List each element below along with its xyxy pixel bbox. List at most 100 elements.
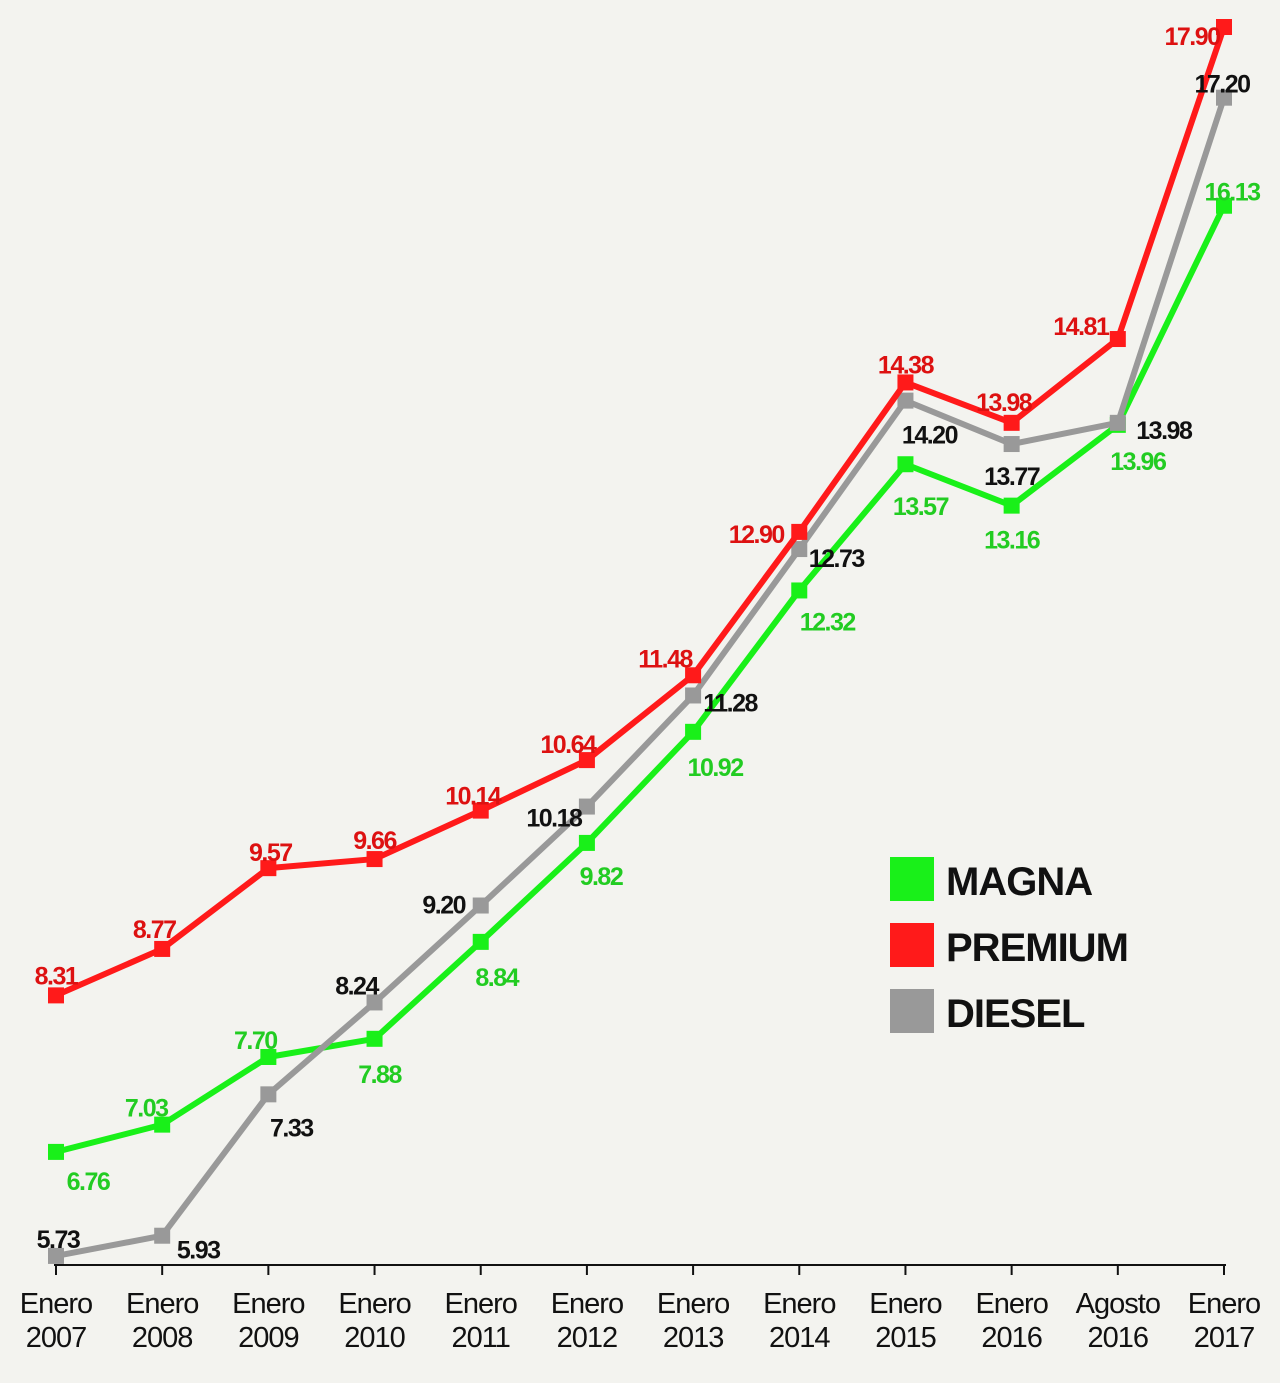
magna-point [1216, 197, 1232, 214]
magna-data-label: 7.03 [125, 1095, 168, 1123]
magna-data-label: 12.32 [800, 608, 856, 636]
premium-point [366, 851, 383, 868]
magna-data-label: 7.70 [234, 1027, 277, 1055]
x-tick-label: 2016 [981, 1322, 1042, 1354]
premium-data-label: 9.57 [249, 839, 292, 867]
diesel-point [472, 897, 489, 914]
premium-data-label: 13.98 [976, 389, 1033, 417]
diesel-point [1216, 89, 1232, 106]
diesel-data-label: 12.73 [809, 545, 865, 573]
premium-point [154, 940, 171, 957]
diesel-data-label: 13.77 [984, 463, 1040, 491]
premium-data-label: 11.48 [638, 645, 693, 673]
data-labels: 6.76 7.03 7.70 7.88 8.84 9.82 10.92 12.32 13.57 1… [35, 23, 1262, 1265]
diesel-data-label: 10.18 [526, 805, 583, 833]
x-tick-label: Enero [1188, 1288, 1260, 1320]
premium-data-label: 10.14 [445, 783, 502, 811]
x-tick-label: Enero [232, 1288, 304, 1320]
x-tick-label: Enero [126, 1288, 198, 1320]
premium-data-label: 8.77 [133, 916, 176, 944]
premium-data-label: 17.90 [1164, 23, 1220, 51]
magna-data-label: 13.16 [984, 527, 1040, 555]
x-tick-label: 2016 [1088, 1322, 1149, 1354]
magna-point [260, 1048, 277, 1065]
premium-point [1216, 19, 1232, 35]
magna-data-label: 6.76 [67, 1168, 110, 1196]
premium-point [791, 523, 808, 540]
x-tick-label: Enero [445, 1288, 517, 1320]
diesel-data-label: 11.28 [703, 689, 758, 717]
diesel-line [55, 96, 1227, 1259]
x-tick-label: 2007 [26, 1322, 87, 1354]
x-tick-label: 2010 [344, 1322, 405, 1354]
diesel-point [1109, 414, 1126, 431]
diesel-point [791, 541, 808, 558]
premium-point [48, 987, 64, 1004]
x-tick-label: Enero [869, 1288, 941, 1320]
diesel-data-label: 14.20 [902, 422, 958, 450]
premium-data-label: 9.66 [353, 827, 396, 855]
magna-point [685, 723, 702, 740]
legend-swatch-diesel [890, 989, 934, 1033]
diesel-data-label: 5.73 [37, 1226, 80, 1254]
x-tick-label: 2017 [1194, 1322, 1255, 1354]
premium-point [685, 667, 702, 684]
legend-label-premium: PREMIUM [946, 926, 1128, 970]
premium-point [1003, 414, 1020, 431]
magna-point [897, 456, 914, 473]
premium-point [578, 752, 595, 769]
magna-data-label: 8.84 [475, 964, 519, 992]
x-axis: Enero2007Enero2008Enero2009Enero2010Ener… [20, 1264, 1261, 1354]
x-tick-label: 2008 [132, 1322, 193, 1354]
magna-data-label: 13.57 [893, 493, 949, 521]
legend-label-diesel: DIESEL [946, 992, 1085, 1036]
x-tick-label: 2011 [452, 1322, 510, 1354]
magna-data-label: 7.88 [358, 1061, 402, 1089]
premium-data-label: 10.64 [540, 731, 597, 759]
diesel-point [260, 1086, 277, 1103]
x-tick-label: Enero [763, 1288, 835, 1320]
x-tick-label: 2015 [875, 1322, 936, 1354]
diesel-point [685, 687, 702, 704]
diesel-data-label: 7.33 [270, 1114, 313, 1142]
premium-data-label: 12.90 [729, 521, 785, 549]
premium-line [54, 26, 1227, 999]
legend: MAGNA PREMIUM DIESEL [890, 857, 1129, 1036]
x-tick-label: Enero [338, 1288, 410, 1320]
magna-point [472, 933, 489, 950]
x-tick-label: 2012 [557, 1322, 618, 1354]
diesel-point [1003, 436, 1020, 453]
magna-point [791, 582, 808, 599]
magna-data-label: 9.82 [580, 863, 623, 891]
diesel-data-label: 13.98 [1136, 417, 1193, 445]
x-tick-label: Enero [657, 1288, 729, 1320]
magna-point [578, 834, 595, 851]
magna-data-label: 13.96 [1110, 448, 1166, 476]
x-tick-label: Enero [975, 1288, 1047, 1320]
diesel-data-label: 17.20 [1194, 71, 1250, 99]
diesel-data-label: 8.24 [335, 972, 379, 1000]
magna-line [55, 204, 1227, 1155]
diesel-point [366, 994, 383, 1011]
magna-point [48, 1143, 64, 1160]
legend-label-magna: MAGNA [946, 860, 1092, 904]
x-tick-label: Enero [551, 1288, 623, 1320]
legend-swatch-premium [890, 923, 934, 967]
x-tick-label: 2009 [238, 1322, 299, 1354]
premium-data-label: 14.81 [1053, 313, 1110, 341]
x-tick-label: Enero [20, 1288, 92, 1320]
premium-point [472, 802, 489, 819]
magna-data-label: 10.92 [688, 754, 744, 782]
series-lines [48, 19, 1232, 1264]
diesel-point [154, 1227, 171, 1244]
premium-data-label: 14.38 [878, 351, 935, 379]
premium-point [1109, 331, 1126, 348]
magna-data-label: 16.13 [1204, 179, 1260, 207]
x-tick-label: 2013 [663, 1322, 724, 1354]
diesel-data-label: 9.20 [422, 892, 465, 920]
legend-swatch-magna [890, 857, 934, 901]
x-tick-label: Agosto [1076, 1288, 1160, 1320]
diesel-point [578, 798, 595, 815]
magna-point [1003, 497, 1020, 514]
